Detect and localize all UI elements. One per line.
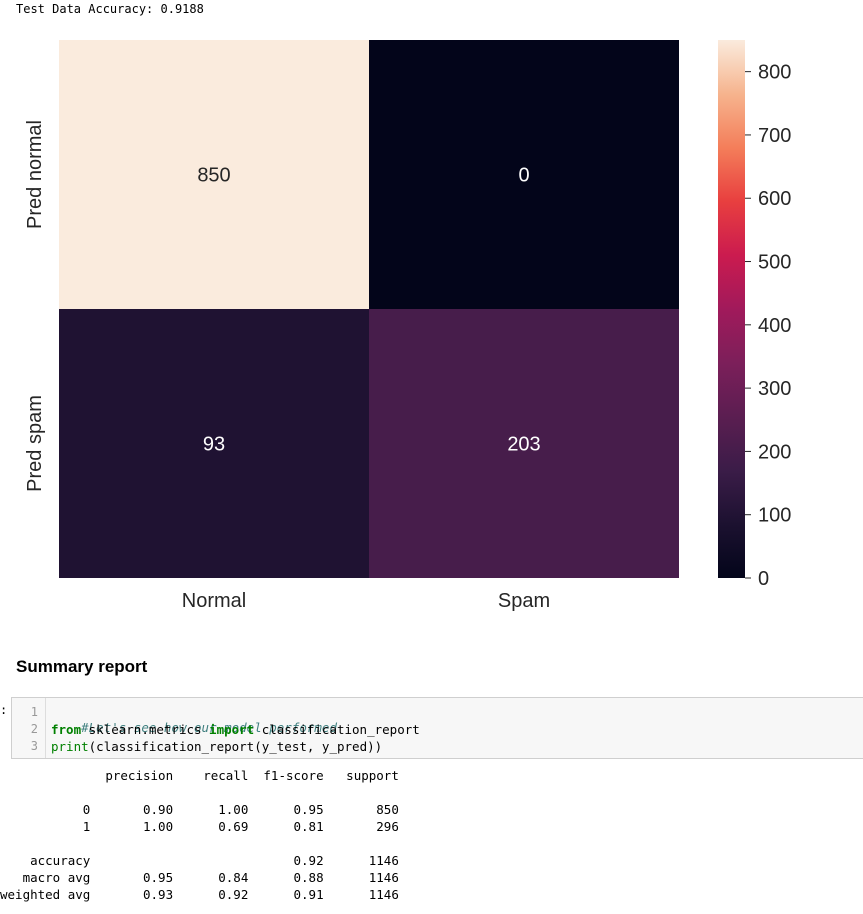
heatmap-cell xyxy=(59,40,369,309)
code-module: sklearn.metrics xyxy=(81,722,210,737)
accuracy-output: Test Data Accuracy: 0.9188 xyxy=(16,2,204,16)
code-comment: #Let's see how our model performed xyxy=(81,720,337,735)
colorbar-tick-label: 400 xyxy=(758,315,791,337)
line-number: 1 xyxy=(30,705,38,719)
line-number-gutter: 1 2 3 xyxy=(12,698,46,758)
section-heading: Summary report xyxy=(16,657,148,676)
code-builtin: print xyxy=(51,739,89,754)
code-line: print(classification_report(y_test, y_pr… xyxy=(51,739,382,754)
report-header: precision recall f1-score support xyxy=(0,768,399,783)
column-label: Spam xyxy=(498,590,550,612)
heatmap-cell-value: 850 xyxy=(197,165,230,187)
confusion-matrix-heatmap: 850 0 93 203 Pred normal Pred spam Normal Spa… xyxy=(24,40,791,612)
row-label: Pred spam xyxy=(24,395,46,492)
colorbar-tick-label: 800 xyxy=(758,62,791,84)
heatmap-cell xyxy=(369,40,679,309)
heatmap-cell-value: 93 xyxy=(203,434,225,456)
colorbar-tick-label: 200 xyxy=(758,441,791,463)
colorbar-tick-label: 100 xyxy=(758,505,791,527)
row-label: Pred normal xyxy=(24,120,46,229)
code-line: #Let's see how our model performed xyxy=(51,705,337,750)
line-number: 2 xyxy=(30,722,38,736)
report-row-class-1: 1 1.00 0.69 0.81 296 xyxy=(0,819,399,834)
column-label: Normal xyxy=(182,590,246,612)
colorbar-tick-label: 700 xyxy=(758,125,791,147)
code-keyword: import xyxy=(209,722,255,737)
code-keyword: from xyxy=(51,722,82,737)
line-number: 3 xyxy=(30,739,38,753)
heatmap-cell-value: 203 xyxy=(507,434,540,456)
cell-prompt: : xyxy=(0,703,8,717)
heatmap-cell xyxy=(59,309,369,578)
report-row-class-0: 0 0.90 1.00 0.95 850 xyxy=(0,802,399,817)
heatmap-cell xyxy=(369,309,679,578)
colorbar-tick-label: 300 xyxy=(758,378,791,400)
report-row-accuracy: accuracy 0.92 1146 xyxy=(0,853,399,868)
colorbar xyxy=(718,40,745,578)
report-row-weighted-avg: weighted avg 0.93 0.92 0.91 1146 xyxy=(0,887,399,902)
colorbar-tick-label: 600 xyxy=(758,188,791,210)
code-args: (classification_report(y_test, y_pred)) xyxy=(88,739,383,754)
report-row-macro-avg: macro avg 0.95 0.84 0.88 1146 xyxy=(0,870,399,885)
code-line: from sklearn.metrics import classificati… xyxy=(51,722,420,737)
colorbar-tick-label: 0 xyxy=(758,568,769,590)
colorbar-tick-label: 500 xyxy=(758,252,791,274)
heatmap-cell-value: 0 xyxy=(518,165,529,187)
code-name: classification_report xyxy=(254,722,420,737)
code-cell[interactable]: 1 2 3 #Let's see how our model performed… xyxy=(11,697,863,759)
